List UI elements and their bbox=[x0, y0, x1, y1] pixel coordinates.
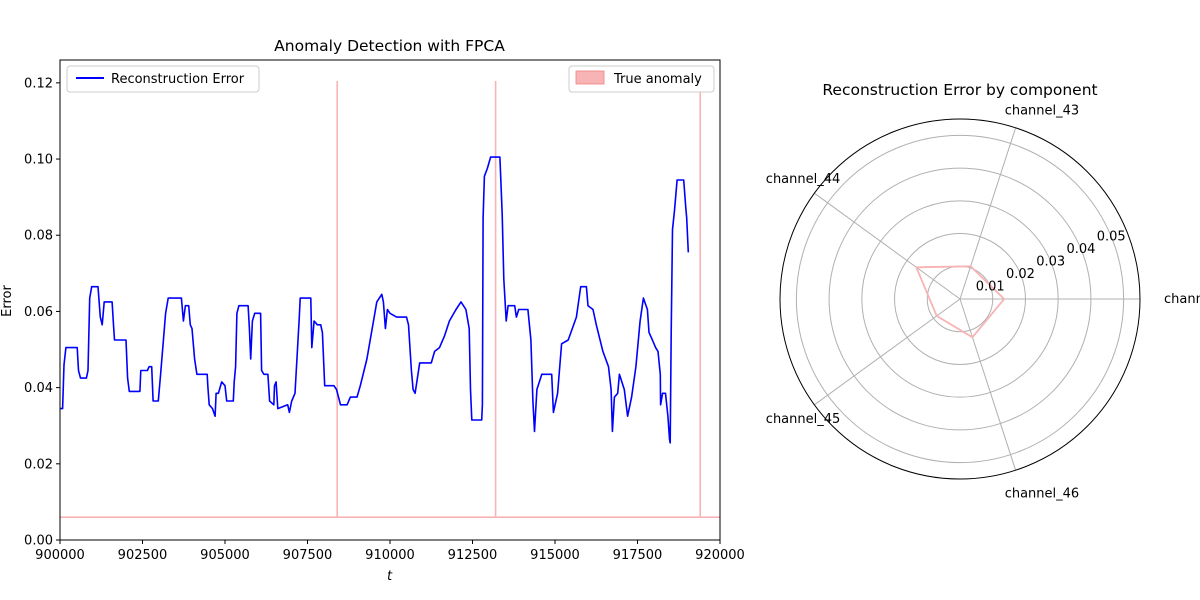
y-tick-label-3: 0.06 bbox=[24, 305, 53, 320]
radar-spoke-3 bbox=[814, 298, 961, 406]
y-tick-label-2: 0.04 bbox=[24, 381, 53, 396]
radar-category-label-0: channel_42 bbox=[1164, 292, 1200, 307]
x-tick-label-7: 917500 bbox=[613, 548, 663, 563]
plot-frame bbox=[59, 59, 721, 541]
radar-r-tick-label-2: 0.03 bbox=[1036, 254, 1065, 269]
x-tick-label-4: 910000 bbox=[365, 548, 415, 563]
y-tick-label-0: 0.00 bbox=[24, 534, 53, 549]
y-axis-label: Error bbox=[0, 285, 15, 317]
x-tick-label-8: 920000 bbox=[695, 548, 745, 563]
x-tick-label-1: 902500 bbox=[118, 548, 168, 563]
x-axis-label: t bbox=[387, 569, 393, 584]
legend-reconstruction-label: Reconstruction Error bbox=[111, 72, 245, 87]
x-tick-label-6: 915000 bbox=[530, 548, 580, 563]
legend-reconstruction-box bbox=[66, 65, 260, 93]
radar-data-polygon bbox=[914, 265, 1006, 339]
radar-category-label-2: channel_44 bbox=[766, 172, 840, 187]
legend-anomaly-label: True anomaly bbox=[613, 72, 702, 87]
radar-r-tick-label-4: 0.05 bbox=[1097, 229, 1126, 244]
legend-anomaly-box bbox=[568, 65, 715, 93]
y-tick-label-4: 0.08 bbox=[24, 229, 53, 244]
line-plot-area: 900000 902500 905000 907500 910000 912500 9150… bbox=[24, 59, 745, 563]
line-chart-title: Anomaly Detection with FPCA bbox=[274, 37, 505, 55]
radar-plot-area: 0.010.020.030.040.05 channel_42 channel_43… bbox=[766, 103, 1200, 501]
radar-category-label-1: channel_43 bbox=[1005, 103, 1079, 118]
x-tick-label-0: 900000 bbox=[35, 548, 85, 563]
legend-anomaly: True anomaly bbox=[568, 65, 715, 93]
radar-outer-circle bbox=[779, 118, 1141, 480]
radar-spoke-1 bbox=[959, 127, 1017, 300]
radar-chart-title: Reconstruction Error by component bbox=[822, 81, 1097, 99]
radar-category-label-3: channel_45 bbox=[766, 412, 840, 427]
radar-category-label-4: channel_46 bbox=[1005, 487, 1079, 502]
x-tick-label-5: 912500 bbox=[448, 548, 498, 563]
radar-spoke-4 bbox=[959, 298, 1017, 471]
radar-spoke-2 bbox=[814, 192, 961, 300]
radar-r-tick-label-0: 0.01 bbox=[976, 279, 1005, 294]
x-tick-label-2: 905000 bbox=[200, 548, 250, 563]
line-chart: Anomaly Detection with FPCA 900000 902500… bbox=[0, 37, 745, 584]
x-tick-label-3: 907500 bbox=[283, 548, 333, 563]
y-tick-label-6: 0.12 bbox=[24, 76, 53, 91]
y-tick-label-1: 0.02 bbox=[24, 457, 53, 472]
y-tick-label-5: 0.10 bbox=[24, 153, 53, 168]
radar-chart: Reconstruction Error by component 0.010.… bbox=[766, 81, 1200, 502]
legend-anomaly-swatch bbox=[575, 70, 605, 85]
reconstruction-error-line bbox=[60, 156, 690, 444]
legend-reconstruction: Reconstruction Error bbox=[66, 65, 260, 93]
radar-r-tick-label-3: 0.04 bbox=[1066, 242, 1095, 257]
radar-r-tick-label-1: 0.02 bbox=[1006, 267, 1035, 282]
